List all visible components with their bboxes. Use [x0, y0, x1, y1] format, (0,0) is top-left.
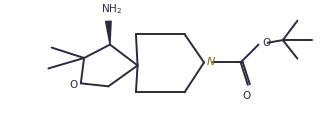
Text: O: O — [242, 91, 250, 101]
Polygon shape — [106, 21, 111, 45]
Text: N: N — [207, 57, 215, 67]
Text: O: O — [70, 80, 78, 90]
Text: NH$_2$: NH$_2$ — [101, 2, 122, 16]
Text: O: O — [262, 38, 271, 48]
